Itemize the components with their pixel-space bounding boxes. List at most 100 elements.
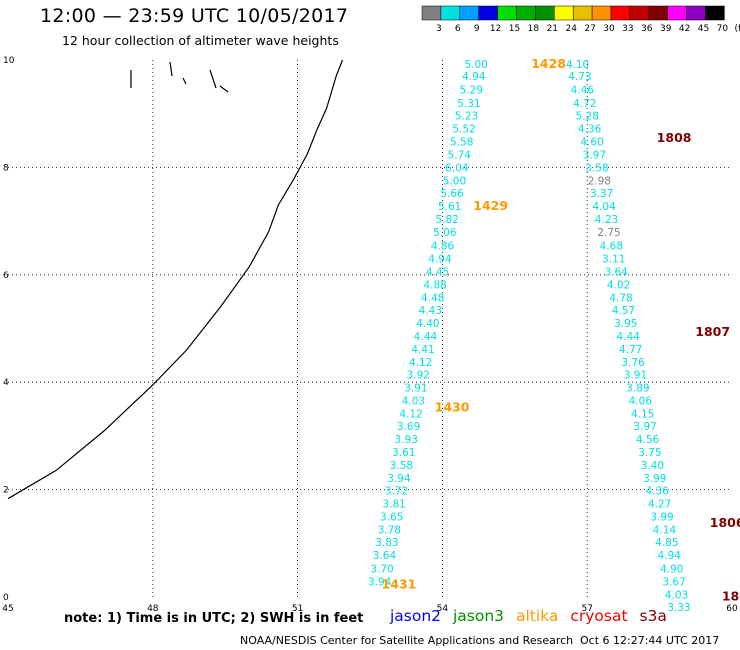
wave-height-label: 3.92	[407, 370, 430, 382]
wave-height-label: 4.03	[665, 589, 688, 601]
wave-height-label: 3.99	[643, 473, 666, 485]
wave-height-label: 4.48	[421, 292, 444, 304]
wave-height-label: 4.06	[629, 395, 653, 407]
wave-height-label: 4.12	[399, 408, 422, 420]
wave-height-label: 3.93	[395, 434, 418, 446]
wave-height-label: 3.11	[602, 254, 625, 266]
wave-height-label: 3.83	[375, 537, 398, 549]
colorbar-label: 30	[603, 24, 615, 34]
wave-height-label: 3.64	[373, 550, 397, 562]
y-tick-label: 4	[3, 378, 9, 388]
wave-height-label: 3.33	[667, 602, 690, 614]
wave-height-label: 4.85	[655, 537, 678, 549]
wave-height-label: 4.88	[423, 279, 446, 291]
wave-height-label: 3.95	[614, 318, 637, 330]
x-tick-label: 57	[581, 604, 592, 614]
colorbar-label: 45	[698, 24, 709, 34]
track-time-label: 1428	[531, 56, 566, 71]
colorbar-swatch	[591, 5, 612, 21]
wave-height-label: 5.61	[438, 201, 461, 213]
credit-text: NOAA/NESDIS Center for Satellite Applica…	[240, 634, 574, 647]
wave-height-label: 4.04	[592, 201, 616, 213]
legend-cryosat: cryosat	[570, 607, 628, 625]
wave-height-label: 4.27	[648, 499, 671, 511]
wave-height-label: 4.78	[609, 292, 632, 304]
wave-height-label: 5.58	[450, 137, 473, 149]
wave-height-label: 6.04	[445, 162, 469, 174]
wave-height-label: 4.68	[600, 240, 623, 252]
wave-height-label: 3.97	[633, 421, 656, 433]
colorbar-swatch	[478, 5, 498, 21]
wave-height-label: 4.56	[636, 434, 660, 446]
colorbar-swatch	[705, 5, 725, 21]
colorbar-swatch	[421, 5, 442, 21]
wave-height-label: 4.14	[653, 524, 677, 536]
wave-height-label: 4.90	[660, 564, 683, 576]
colorbar-label: 15	[509, 24, 520, 34]
colorbar-label: (ft)	[735, 24, 740, 34]
wave-height-label: 3.72	[385, 486, 408, 498]
island-outline	[209, 69, 217, 89]
x-tick-label: 51	[292, 604, 303, 614]
wave-height-label: 4.43	[419, 305, 442, 317]
wave-height-label: 4.46	[571, 85, 595, 97]
wave-height-label: 5.52	[452, 124, 475, 136]
island-outline	[219, 85, 229, 93]
coastline	[7, 59, 344, 500]
colorbar-label: 12	[490, 24, 501, 34]
wave-height-label: 3.37	[590, 188, 613, 200]
island-outline	[182, 77, 187, 85]
wave-height-label: 3.58	[390, 460, 413, 472]
colorbar-label: 9	[474, 24, 480, 34]
y-tick-label: 6	[3, 271, 9, 281]
wave-height-label: 5.74	[448, 150, 472, 162]
legend-altika: altika	[516, 607, 559, 625]
legend-jason3: jason3	[453, 607, 505, 625]
colorbar-swatch	[497, 5, 517, 21]
x-tick-label: 60	[726, 604, 738, 614]
track-time-label: 1431	[382, 577, 417, 592]
wave-height-label: 4.73	[568, 71, 591, 83]
wave-height-label: 3.78	[378, 524, 401, 536]
colorbar-label: 3	[436, 24, 442, 34]
timestamp-text: Oct 6 12:27:44 UTC 2017	[580, 634, 720, 647]
colorbar-swatch	[572, 5, 593, 21]
colorbar-swatch	[648, 5, 668, 21]
wave-height-label: 3.76	[621, 357, 645, 369]
wave-height-label: 3.94	[368, 576, 392, 588]
track-time-label: 1806	[710, 515, 740, 530]
y-tick-label: 10	[3, 56, 15, 66]
wave-height-label: 5.00	[443, 175, 466, 187]
track-time-label: 1807	[695, 324, 730, 339]
colorbar-swatch	[629, 5, 650, 21]
wave-height-label: 5.31	[457, 98, 480, 110]
colorbar-swatch	[440, 5, 461, 21]
colorbar-swatch	[686, 5, 706, 21]
x-tick-label: 48	[147, 604, 159, 614]
wave-height-label: 4.12	[409, 357, 432, 369]
chart-subtitle: 12 hour collection of altimeter wave hei…	[62, 33, 339, 48]
wave-height-label: 3.97	[583, 150, 606, 162]
colorbar-label: 18	[528, 24, 540, 34]
wave-height-label: 3.91	[624, 370, 647, 382]
colorbar-label: 42	[679, 24, 690, 34]
wave-height-label: 5.06	[433, 227, 457, 239]
wave-height-label: 4.02	[607, 279, 630, 291]
track-time-label: 1430	[435, 399, 470, 414]
wave-height-label: 4.94	[428, 254, 452, 266]
wave-height-label: 4.72	[573, 98, 596, 110]
track-time-label: 1808	[657, 130, 692, 145]
wave-height-label: 4.03	[402, 395, 425, 407]
wave-height-label: 4.60	[580, 137, 603, 149]
chart-title: 12:00 — 23:59 UTC 10/05/2017	[40, 5, 349, 27]
wave-height-label: 5.23	[455, 110, 478, 122]
wave-height-label: 4.23	[595, 214, 618, 226]
colorbar-label: 36	[641, 24, 653, 34]
colorbar-label: 21	[547, 24, 558, 34]
colorbar-swatch	[516, 5, 536, 21]
x-tick-label: 45	[2, 604, 13, 614]
wave-height-label: 4.36	[578, 124, 602, 136]
wave-height-label: 4.36	[645, 486, 669, 498]
wave-height-label: 3.67	[662, 576, 685, 588]
